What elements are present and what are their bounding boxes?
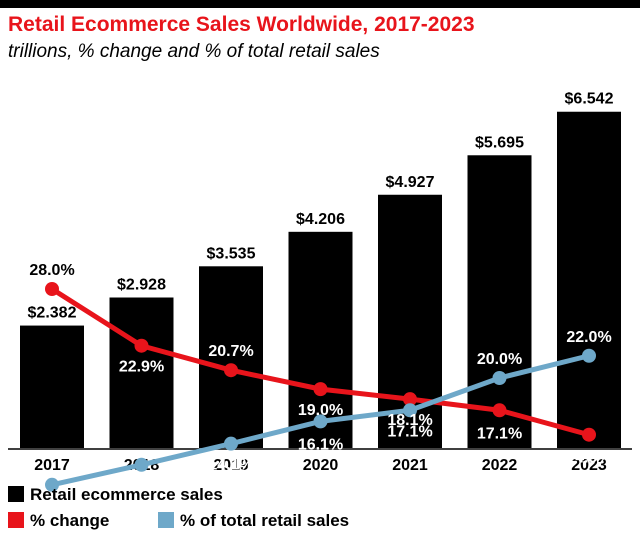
bar-label-2018: $2.928 xyxy=(117,277,166,294)
pct-change-label-2018: 22.9% xyxy=(119,359,164,376)
pct-change-label-2019: 20.7% xyxy=(208,343,253,360)
pct-share-point-2020 xyxy=(313,414,328,429)
pct-share-label-2023: 22.0% xyxy=(566,329,611,346)
bar-label-2017: $2.382 xyxy=(28,305,77,322)
pct-change-point-2022 xyxy=(492,403,507,418)
bar-label-2021: $4.927 xyxy=(386,174,435,191)
pct-change-label-2023: 14.9% xyxy=(566,450,611,467)
chart-title: Retail Ecommerce Sales Worldwide, 2017-2… xyxy=(8,13,475,36)
pct-share-point-2021 xyxy=(403,403,417,418)
pct-change-label-2021: 18.1% xyxy=(387,412,432,429)
bar-2020 xyxy=(288,231,353,448)
legend-swatch-share xyxy=(158,512,174,528)
legend-label-share: % of total retail sales xyxy=(180,511,350,530)
bar-2017 xyxy=(20,325,84,448)
pct-share-label-2021: 17.1% xyxy=(387,423,432,440)
bar-2019 xyxy=(199,266,263,448)
x-tick-label-2019: 2019 xyxy=(213,457,249,474)
chart-subtitle: trillions, % change and % of total retai… xyxy=(8,41,380,62)
legend-item-share: % of total retail sales xyxy=(158,511,349,531)
top-bar xyxy=(0,0,640,8)
pct-share-point-2017 xyxy=(45,477,59,492)
pct-share-label-2019: 14.1% xyxy=(208,457,253,474)
bar-label-2023: $6.542 xyxy=(565,91,614,108)
legend-swatch-sales xyxy=(8,486,24,502)
pct-share-label-2018: 12.2% xyxy=(119,478,164,495)
bar-2022 xyxy=(467,155,532,449)
pct-change-point-2019 xyxy=(224,363,238,378)
pct-change-point-2023 xyxy=(582,427,596,442)
legend-item-sales: Retail ecommerce sales xyxy=(8,485,223,505)
x-tick-label-2021: 2021 xyxy=(392,457,428,474)
bar-2023 xyxy=(557,111,621,448)
x-tick-label-2017: 2017 xyxy=(34,457,70,474)
pct-change-point-2021 xyxy=(403,392,417,407)
pct-share-point-2022 xyxy=(492,371,507,385)
x-tick-label-2023: 2023 xyxy=(571,457,607,474)
pct-change-label-2020: 19.0% xyxy=(298,402,343,419)
legend-swatch-change xyxy=(8,512,24,528)
legend-label-sales: Retail ecommerce sales xyxy=(30,485,223,504)
pct-change-point-2020 xyxy=(313,382,328,397)
bar-2018 xyxy=(109,297,174,448)
pct-share-point-2018 xyxy=(134,457,149,472)
pct-share-point-2023 xyxy=(582,348,596,363)
x-tick-label-2022: 2022 xyxy=(482,457,518,474)
pct-change-label-2022: 17.1% xyxy=(477,425,522,442)
x-tick-label-2020: 2020 xyxy=(303,457,339,474)
bar-label-2022: $5.695 xyxy=(475,134,524,151)
legend-label-change: % change xyxy=(30,511,110,530)
pct-change-point-2017 xyxy=(45,282,59,296)
pct-change-label-2017: 28.0% xyxy=(29,262,74,279)
pct-share-point-2019 xyxy=(224,436,238,451)
pct-change-point-2018 xyxy=(134,338,149,353)
legend-item-change: % change xyxy=(8,511,109,531)
pct-share-label-2017: 10.4% xyxy=(29,498,74,515)
pct-share-label-2022: 20.0% xyxy=(477,351,522,368)
pct-share-label-2020: 16.1% xyxy=(298,436,343,453)
bar-label-2019: $3.535 xyxy=(207,245,256,262)
bar-label-2020: $4.206 xyxy=(296,211,345,228)
